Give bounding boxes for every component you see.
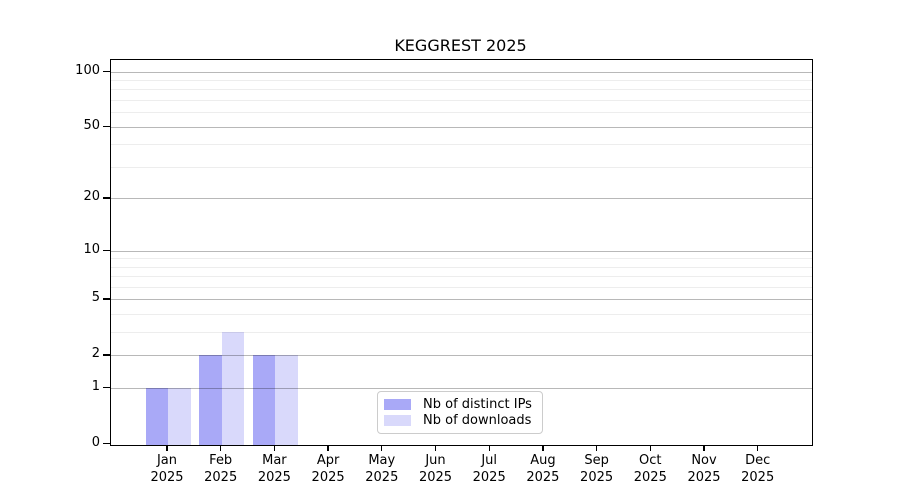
y-tick-label-100: 100 [75, 62, 100, 78]
legend-swatch-distinct-ips [384, 398, 411, 410]
minor-gridline-90 [111, 80, 812, 81]
major-gridline-100 [111, 71, 812, 73]
x-tick-label-mar: Mar 2025 [257, 453, 291, 485]
y-tick-mark-100 [103, 70, 110, 72]
major-gridline-2 [111, 355, 812, 357]
x-tick-label-feb: Feb 2025 [204, 453, 238, 485]
x-tick-mark-sep [595, 445, 598, 451]
x-tick-label-jun: Jun 2025 [418, 453, 453, 485]
y-tick-label-5: 5 [91, 290, 100, 306]
bar-distinct-ips-jan [145, 388, 168, 445]
x-tick-label-aug: Aug 2025 [526, 453, 560, 485]
x-tick-label-may: May 2025 [365, 453, 399, 485]
major-gridline-10 [111, 250, 812, 252]
y-tick-label-20: 20 [83, 189, 100, 205]
legend-entry-downloads: Nb of downloads [384, 413, 534, 429]
y-tick-mark-1 [103, 387, 110, 389]
minor-gridline-7 [111, 276, 812, 278]
x-tick-label-apr: Apr 2025 [311, 453, 345, 485]
y-tick-mark-50 [103, 125, 110, 128]
y-tick-label-1: 1 [91, 379, 100, 395]
minor-gridline-70 [111, 100, 812, 102]
legend-entry-distinct-ips: Nb of distinct IPs [384, 396, 534, 412]
minor-gridline-60 [111, 112, 812, 114]
major-gridline-50 [111, 126, 812, 128]
legend: Nb of distinct IPs Nb of downloads [377, 391, 543, 434]
y-tick-label-50: 50 [83, 117, 100, 133]
x-tick-mark-mar [273, 445, 276, 451]
major-gridline-1 [111, 388, 812, 390]
legend-label-downloads: Nb of downloads [423, 413, 532, 429]
minor-gridline-9 [111, 258, 812, 260]
x-tick-label-jul: Jul 2025 [472, 453, 506, 485]
y-tick-mark-2 [103, 354, 110, 356]
legend-label-distinct-ips: Nb of distinct IPs [423, 396, 532, 412]
x-tick-mark-aug [542, 445, 544, 451]
y-tick-mark-5 [103, 298, 110, 300]
bar-distinct-ips-feb [199, 355, 222, 445]
x-tick-mark-feb [220, 445, 222, 451]
x-tick-label-jan: Jan 2025 [150, 453, 184, 485]
y-tick-mark-10 [103, 249, 110, 251]
x-tick-mark-jul [488, 445, 490, 451]
x-tick-mark-oct [649, 445, 651, 451]
x-tick-mark-nov [703, 445, 705, 451]
x-tick-mark-apr [327, 445, 329, 451]
x-tick-label-oct: Oct 2025 [633, 453, 667, 485]
minor-gridline-40 [111, 144, 812, 146]
x-tick-label-dec: Dec 2025 [741, 453, 775, 485]
bar-distinct-ips-mar [252, 355, 276, 445]
x-tick-mark-jun [434, 445, 437, 451]
y-tick-label-10: 10 [83, 241, 100, 257]
minor-gridline-4 [111, 314, 812, 316]
major-gridline-20 [111, 198, 812, 200]
chart-title: KEGGREST 2025 [394, 36, 527, 55]
minor-gridline-80 [111, 89, 812, 91]
bar-downloads-jan [168, 388, 191, 445]
y-tick-mark-20 [103, 197, 110, 199]
plot-area [110, 59, 813, 446]
legend-swatch-downloads [384, 415, 411, 427]
x-tick-label-nov: Nov 2025 [687, 453, 721, 485]
x-tick-mark-jan [166, 445, 168, 451]
x-tick-mark-dec [757, 445, 759, 451]
minor-gridline-6 [111, 286, 812, 288]
minor-gridline-3 [111, 332, 812, 334]
minor-gridline-30 [111, 166, 812, 168]
y-tick-mark-0 [103, 443, 110, 445]
y-tick-label-2: 2 [91, 346, 100, 362]
major-gridline-5 [111, 299, 812, 301]
x-tick-label-sep: Sep 2025 [580, 453, 614, 485]
bar-downloads-mar [275, 355, 298, 445]
bar-downloads-feb [221, 332, 245, 445]
x-tick-mark-may [381, 445, 383, 451]
y-tick-label-0: 0 [91, 435, 100, 450]
minor-gridline-8 [111, 266, 812, 268]
